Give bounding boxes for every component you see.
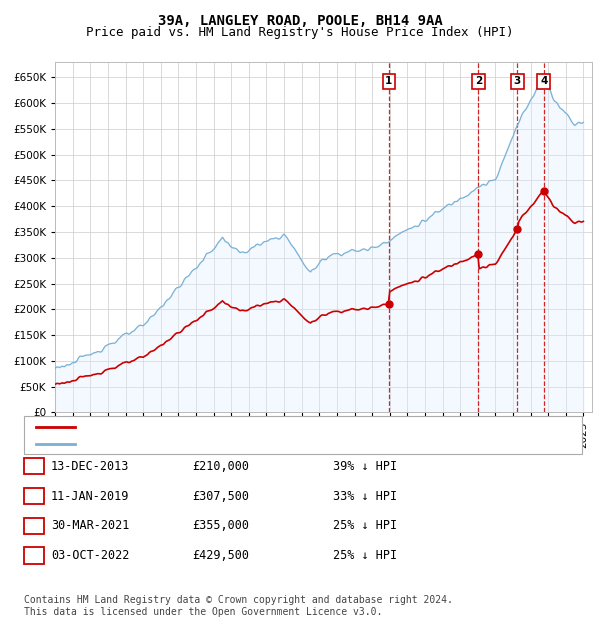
Text: £429,500: £429,500 xyxy=(192,549,249,562)
Text: 3: 3 xyxy=(514,76,521,86)
Text: 03-OCT-2022: 03-OCT-2022 xyxy=(51,549,130,562)
Text: £355,000: £355,000 xyxy=(192,520,249,532)
Text: 39A, LANGLEY ROAD, POOLE, BH14 9AA (detached house): 39A, LANGLEY ROAD, POOLE, BH14 9AA (deta… xyxy=(81,422,425,432)
Text: 1: 1 xyxy=(31,460,38,472)
Text: 3: 3 xyxy=(31,520,38,532)
Text: HPI: Average price, detached house, Bournemouth Christchurch and Poole: HPI: Average price, detached house, Bour… xyxy=(81,439,554,449)
Text: 2: 2 xyxy=(475,76,482,86)
Text: 30-MAR-2021: 30-MAR-2021 xyxy=(51,520,130,532)
Text: £210,000: £210,000 xyxy=(192,460,249,472)
Text: 11-JAN-2019: 11-JAN-2019 xyxy=(51,490,130,502)
Text: Contains HM Land Registry data © Crown copyright and database right 2024.
This d: Contains HM Land Registry data © Crown c… xyxy=(24,595,453,617)
Text: 25% ↓ HPI: 25% ↓ HPI xyxy=(333,549,397,562)
Text: 39A, LANGLEY ROAD, POOLE, BH14 9AA: 39A, LANGLEY ROAD, POOLE, BH14 9AA xyxy=(158,14,442,29)
Text: £307,500: £307,500 xyxy=(192,490,249,502)
Text: 4: 4 xyxy=(540,76,547,86)
Text: 4: 4 xyxy=(31,549,38,562)
Text: 39% ↓ HPI: 39% ↓ HPI xyxy=(333,460,397,472)
Text: 13-DEC-2013: 13-DEC-2013 xyxy=(51,460,130,472)
Text: Price paid vs. HM Land Registry's House Price Index (HPI): Price paid vs. HM Land Registry's House … xyxy=(86,26,514,39)
Text: 1: 1 xyxy=(385,76,392,86)
Text: 33% ↓ HPI: 33% ↓ HPI xyxy=(333,490,397,502)
Text: 2: 2 xyxy=(31,490,38,502)
Text: 25% ↓ HPI: 25% ↓ HPI xyxy=(333,520,397,532)
